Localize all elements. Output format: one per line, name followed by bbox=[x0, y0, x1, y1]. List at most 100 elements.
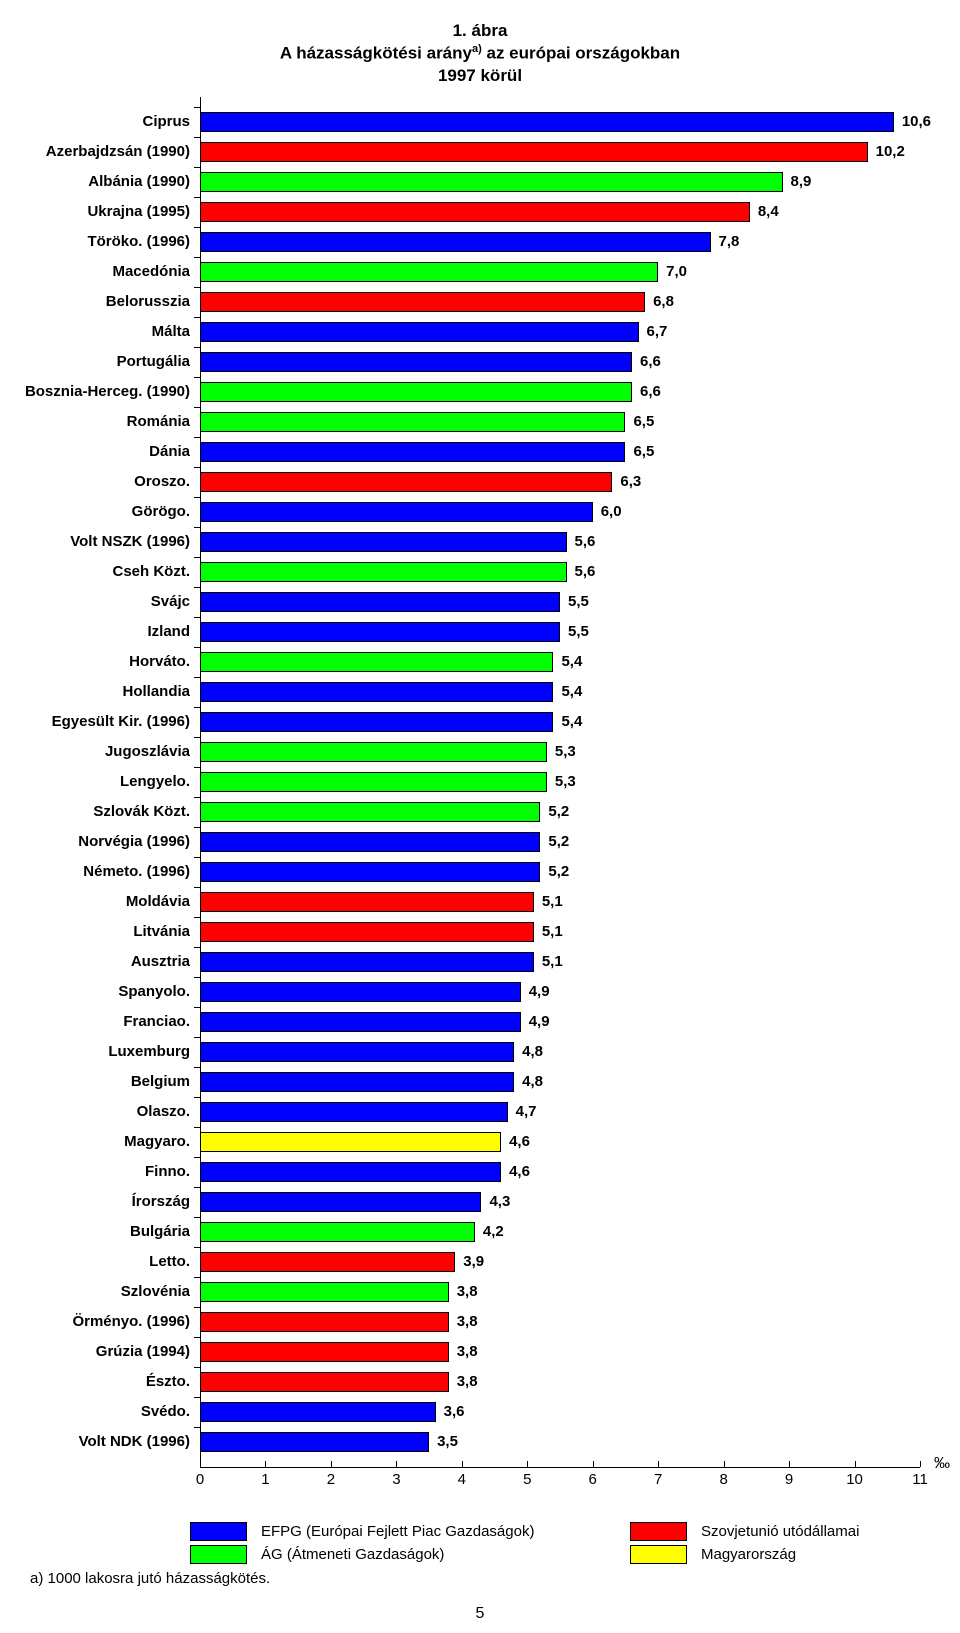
table-row: Oroszo. 6,3 bbox=[10, 467, 950, 497]
legend-label: ÁG (Átmeneti Gazdaságok) bbox=[261, 1546, 444, 1563]
bar bbox=[200, 1282, 449, 1302]
value-label: 5,6 bbox=[575, 527, 596, 557]
value-label: 10,2 bbox=[876, 137, 905, 167]
category-label: Oroszo. bbox=[10, 467, 190, 497]
value-label: 5,2 bbox=[548, 827, 569, 857]
value-label: 5,5 bbox=[568, 617, 589, 647]
value-label: 6,3 bbox=[620, 467, 641, 497]
table-row: Magyaro.4,6 bbox=[10, 1127, 950, 1157]
category-label: Bosznia-Herceg. (1990) bbox=[10, 377, 190, 407]
bar bbox=[200, 112, 894, 132]
category-label: Luxemburg bbox=[10, 1037, 190, 1067]
value-label: 6,6 bbox=[640, 347, 661, 377]
category-label: Finno. bbox=[10, 1157, 190, 1187]
y-tick bbox=[194, 497, 201, 498]
chart-plot-area: Ciprus10,6Azerbajdzsán (1990)10,2Albánia… bbox=[10, 97, 950, 1467]
table-row: Horváto.5,4 bbox=[10, 647, 950, 677]
bar bbox=[200, 502, 593, 522]
category-label: Franciao. bbox=[10, 1007, 190, 1037]
bar bbox=[200, 952, 534, 972]
value-label: 5,1 bbox=[542, 947, 563, 977]
y-tick bbox=[194, 137, 201, 138]
bar bbox=[200, 442, 625, 462]
y-tick bbox=[194, 1157, 201, 1158]
category-label: Észto. bbox=[10, 1367, 190, 1397]
bar bbox=[200, 652, 553, 672]
swatch-soviet bbox=[630, 1522, 687, 1541]
x-tick-mark bbox=[789, 1461, 790, 1467]
category-label: Volt NDK (1996) bbox=[10, 1427, 190, 1457]
legend-label: Magyarország bbox=[701, 1546, 796, 1563]
category-label: Dánia bbox=[10, 437, 190, 467]
category-label: Szlovák Közt. bbox=[10, 797, 190, 827]
value-label: 6,5 bbox=[633, 437, 654, 467]
table-row: Románia6,5 bbox=[10, 407, 950, 437]
y-tick bbox=[194, 677, 201, 678]
x-tick-label: 2 bbox=[327, 1471, 335, 1488]
value-label: 5,1 bbox=[542, 917, 563, 947]
x-tick-mark bbox=[331, 1461, 332, 1467]
table-row: Ausztria5,1 bbox=[10, 947, 950, 977]
value-label: 5,3 bbox=[555, 737, 576, 767]
y-tick bbox=[194, 857, 201, 858]
table-row: Jugoszlávia5,3 bbox=[10, 737, 950, 767]
bar bbox=[200, 262, 658, 282]
y-tick bbox=[194, 1097, 201, 1098]
table-row: Grúzia (1994)3,8 bbox=[10, 1337, 950, 1367]
table-row: Svájc5,5 bbox=[10, 587, 950, 617]
y-tick bbox=[194, 1307, 201, 1308]
y-tick bbox=[194, 1427, 201, 1428]
y-tick bbox=[194, 1397, 201, 1398]
y-tick bbox=[194, 917, 201, 918]
legend-label: Szovjetunió utódállamai bbox=[701, 1523, 859, 1540]
table-row: Azerbajdzsán (1990) 10,2 bbox=[10, 137, 950, 167]
x-tick-label: 8 bbox=[719, 1471, 727, 1488]
category-label: Litvánia bbox=[10, 917, 190, 947]
category-label: Ciprus bbox=[10, 107, 190, 137]
y-tick bbox=[194, 347, 201, 348]
x-tick-mark bbox=[855, 1461, 856, 1467]
bar bbox=[200, 862, 540, 882]
title-line-2: A házasságkötési aránya) az európai orsz… bbox=[10, 42, 950, 65]
bar bbox=[200, 1402, 436, 1422]
value-label: 5,1 bbox=[542, 887, 563, 917]
y-tick bbox=[194, 617, 201, 618]
y-tick bbox=[194, 287, 201, 288]
x-tick-mark bbox=[527, 1461, 528, 1467]
category-label: Grúzia (1994) bbox=[10, 1337, 190, 1367]
value-label: 3,8 bbox=[457, 1307, 478, 1337]
legend-item-soviet: Szovjetunió utódállamai bbox=[630, 1522, 859, 1541]
category-label: Bulgária bbox=[10, 1217, 190, 1247]
y-tick bbox=[194, 107, 201, 108]
title-line-1: 1. ábra bbox=[10, 20, 950, 42]
value-label: 3,8 bbox=[457, 1367, 478, 1397]
table-row: Töröko. (1996)7,8 bbox=[10, 227, 950, 257]
x-tick-mark bbox=[593, 1461, 594, 1467]
value-label: 5,4 bbox=[561, 707, 582, 737]
value-label: 6,8 bbox=[653, 287, 674, 317]
bar bbox=[200, 1102, 508, 1122]
table-row: Macedónia7,0 bbox=[10, 257, 950, 287]
value-label: 7,8 bbox=[719, 227, 740, 257]
x-tick-label: 10 bbox=[846, 1471, 863, 1488]
value-label: 5,6 bbox=[575, 557, 596, 587]
value-label: 4,8 bbox=[522, 1067, 543, 1097]
y-tick bbox=[194, 1067, 201, 1068]
y-tick bbox=[194, 407, 201, 408]
x-tick-label: 7 bbox=[654, 1471, 662, 1488]
value-label: 5,4 bbox=[561, 677, 582, 707]
category-label: Svédo. bbox=[10, 1397, 190, 1427]
category-label: Svájc bbox=[10, 587, 190, 617]
x-tick-mark bbox=[396, 1461, 397, 1467]
table-row: Albánia (1990)8,9 bbox=[10, 167, 950, 197]
y-tick bbox=[194, 1127, 201, 1128]
x-tick-mark bbox=[200, 1461, 201, 1467]
table-row: Litvánia 5,1 bbox=[10, 917, 950, 947]
value-label: 5,4 bbox=[561, 647, 582, 677]
y-tick bbox=[194, 557, 201, 558]
table-row: Portugália6,6 bbox=[10, 347, 950, 377]
category-label: Azerbajdzsán (1990) bbox=[10, 137, 190, 167]
x-tick-label: 5 bbox=[523, 1471, 531, 1488]
category-label: Örményo. (1996) bbox=[10, 1307, 190, 1337]
table-row: Moldávia5,1 bbox=[10, 887, 950, 917]
